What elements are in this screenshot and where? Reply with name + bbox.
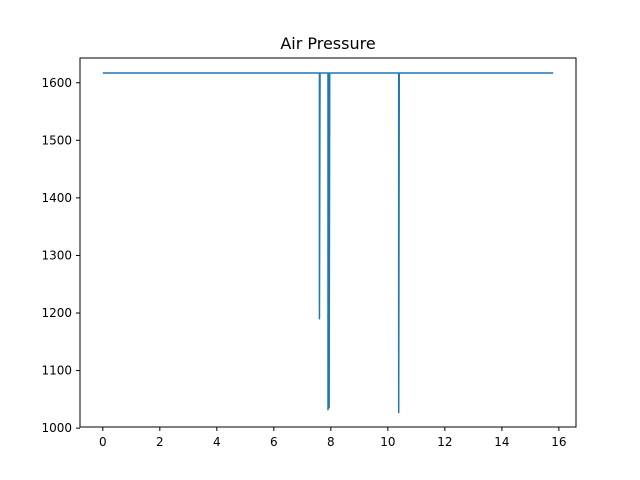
x-tick-label: 4 xyxy=(213,435,221,449)
x-tick-label: 12 xyxy=(437,435,452,449)
y-tick-label: 1400 xyxy=(41,191,72,205)
y-tick-label: 1600 xyxy=(41,76,72,90)
y-tick-label: 1500 xyxy=(41,133,72,147)
y-tick-label: 1300 xyxy=(41,248,72,262)
axes: 0 2 4 6 8 10 12 14 16 1000 1100 1200 1300 1400 1500 160… xyxy=(41,57,577,449)
x-tick-label: 6 xyxy=(270,435,278,449)
chart-title: Air Pressure xyxy=(280,34,375,53)
y-tick-label: 1200 xyxy=(41,306,72,320)
x-tick-label: 10 xyxy=(380,435,395,449)
x-tick-label: 14 xyxy=(494,435,509,449)
y-tick-label: 1000 xyxy=(41,421,72,435)
y-tick-label: 1100 xyxy=(41,364,72,378)
x-tick-label: 0 xyxy=(99,435,107,449)
x-tick-label: 2 xyxy=(156,435,164,449)
x-tick-label: 8 xyxy=(327,435,335,449)
series-line-0 xyxy=(102,72,554,414)
plot-area xyxy=(102,72,554,414)
x-tick-label: 16 xyxy=(551,435,566,449)
plot-frame xyxy=(79,57,577,428)
